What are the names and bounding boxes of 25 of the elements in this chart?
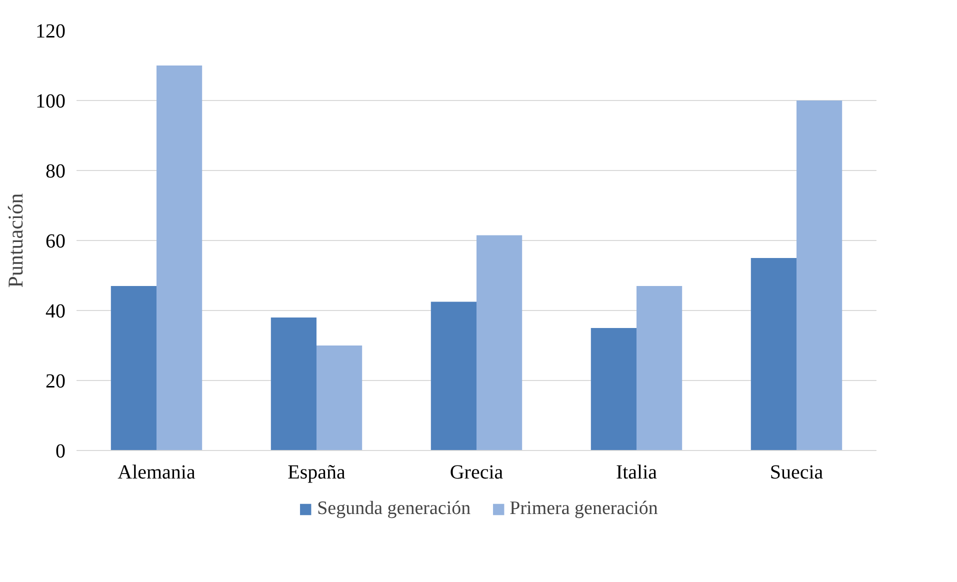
x-tick-label: Italia bbox=[616, 462, 658, 484]
x-tick-label: Grecia bbox=[450, 462, 504, 484]
y-tick-label: 100 bbox=[36, 90, 66, 112]
bar bbox=[110, 286, 156, 450]
bar bbox=[270, 318, 316, 450]
y-axis-title: Puntuación bbox=[4, 192, 28, 288]
y-tick-label: 20 bbox=[46, 370, 66, 392]
bar bbox=[476, 235, 522, 450]
y-tick-label: 0 bbox=[56, 440, 66, 462]
legend-label: Primera generación bbox=[510, 498, 658, 520]
x-tick-label: Alemania bbox=[118, 462, 196, 484]
y-tick-label: 40 bbox=[46, 300, 66, 322]
bar bbox=[316, 346, 362, 450]
legend-label: Segunda generación bbox=[317, 498, 471, 520]
bar bbox=[430, 302, 476, 450]
y-tick-label: 60 bbox=[46, 230, 66, 252]
y-tick-label: 80 bbox=[46, 160, 66, 182]
bar bbox=[636, 286, 682, 450]
y-tick-label: 120 bbox=[36, 20, 66, 42]
bar bbox=[156, 66, 202, 450]
x-tick-label: España bbox=[288, 462, 346, 484]
x-tick-label: Suecia bbox=[770, 462, 824, 484]
bar bbox=[750, 258, 796, 450]
bar bbox=[796, 100, 842, 450]
bar bbox=[590, 328, 636, 450]
